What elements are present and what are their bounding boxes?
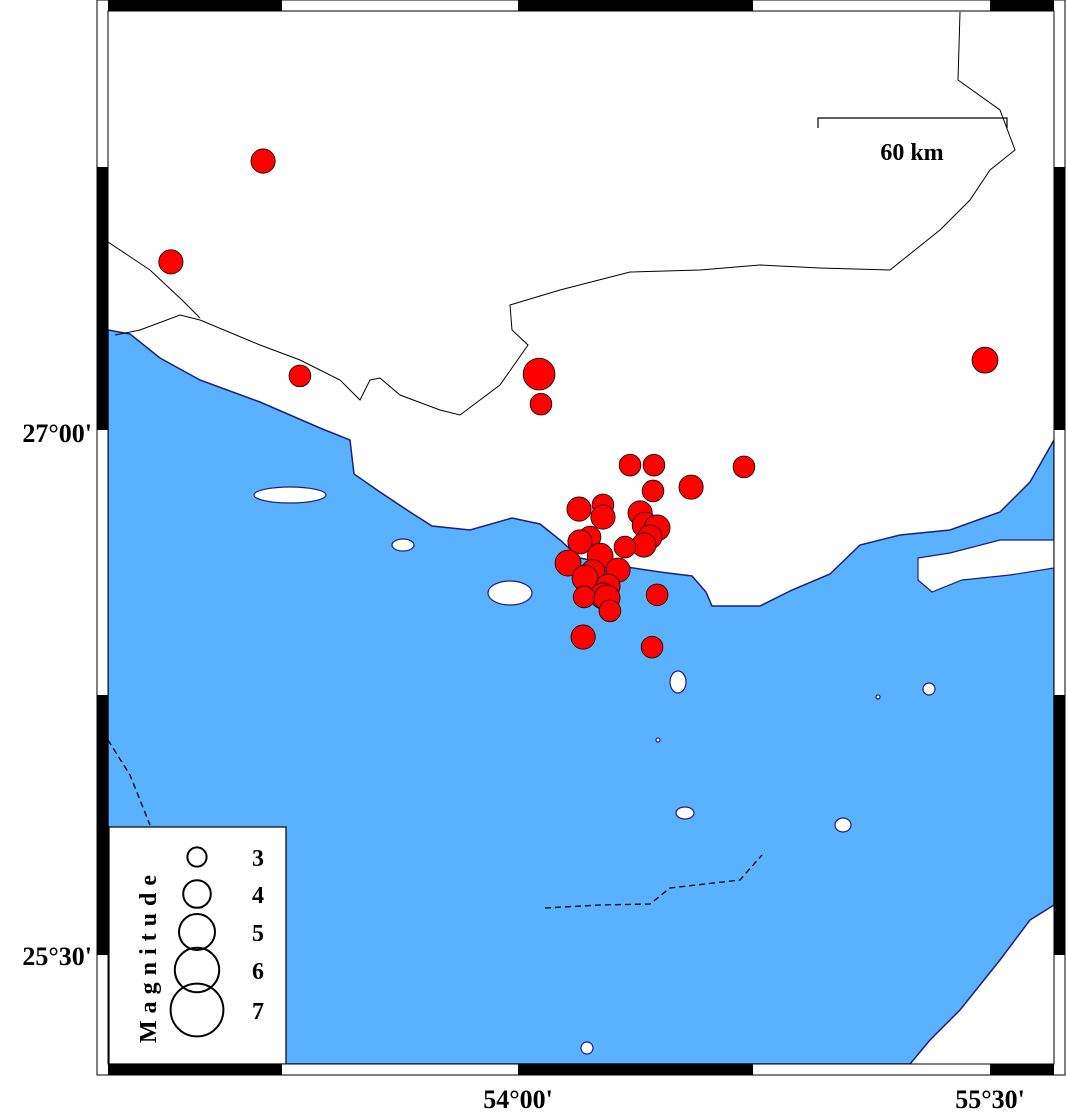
border-line bbox=[114, 11, 1016, 416]
earthquake-event bbox=[529, 392, 553, 416]
longitude-label: 55°30' bbox=[955, 1085, 1025, 1112]
border-line bbox=[108, 241, 201, 319]
earthquake-event bbox=[642, 453, 666, 477]
latitude-label: 25°30' bbox=[22, 942, 92, 971]
island bbox=[922, 682, 936, 696]
scale-bar: 60 km bbox=[817, 117, 1008, 166]
earthquake-event bbox=[522, 357, 556, 391]
earthquake-event bbox=[590, 504, 616, 530]
earthquake-event bbox=[567, 529, 593, 555]
map-frame bbox=[96, 0, 1066, 1076]
earthquake-events bbox=[158, 148, 999, 659]
frame-tick bbox=[990, 0, 1054, 11]
legend-symbol bbox=[178, 913, 216, 951]
earthquake-event bbox=[645, 583, 669, 607]
earthquake-event bbox=[158, 249, 184, 275]
earthquake-event bbox=[288, 364, 312, 388]
earthquake-event bbox=[570, 624, 596, 650]
legend-label: 3 bbox=[252, 846, 264, 872]
earthquake-event bbox=[566, 496, 592, 522]
earthquake-event bbox=[554, 549, 582, 577]
legend-title: Magnitude bbox=[136, 868, 162, 1043]
latitude-label: 27°00' bbox=[22, 419, 92, 448]
frame-tick bbox=[990, 1064, 1054, 1075]
island bbox=[580, 1041, 594, 1055]
frame-tick bbox=[518, 1064, 753, 1075]
legend-label: 4 bbox=[252, 883, 264, 909]
sea bbox=[108, 329, 1054, 1064]
island bbox=[875, 694, 881, 700]
earthquake-event bbox=[640, 635, 664, 659]
frame-tick bbox=[1054, 167, 1065, 430]
island bbox=[253, 486, 327, 504]
island bbox=[391, 538, 415, 552]
earthquake-event bbox=[641, 479, 665, 503]
frame-tick bbox=[108, 1064, 282, 1075]
frame-tick bbox=[97, 695, 108, 955]
islands bbox=[253, 486, 936, 1055]
island bbox=[675, 806, 695, 820]
earthquake-event bbox=[572, 585, 596, 609]
scale-bar-line bbox=[817, 117, 1008, 128]
legend-symbol bbox=[186, 846, 208, 868]
earthquake-event bbox=[971, 346, 999, 374]
island bbox=[655, 737, 661, 743]
legend-label: 7 bbox=[252, 999, 264, 1025]
legend-symbol bbox=[169, 982, 225, 1038]
frame-tick bbox=[518, 0, 753, 11]
scale-bar-label: 60 km bbox=[880, 140, 943, 166]
frame-tick bbox=[1054, 695, 1065, 955]
earthquake-event bbox=[732, 455, 756, 479]
earthquake-event bbox=[598, 599, 622, 623]
earthquake-event bbox=[678, 474, 704, 500]
legend-label: 5 bbox=[252, 921, 264, 947]
longitude-label: 54°00' bbox=[483, 1085, 553, 1112]
maritime-boundary bbox=[544, 854, 763, 909]
maritime-boundary bbox=[108, 739, 151, 826]
earthquake-event bbox=[613, 535, 637, 559]
legend-label: 6 bbox=[252, 959, 264, 985]
frame-tick bbox=[108, 0, 282, 11]
island bbox=[487, 580, 533, 606]
island-large-east bbox=[917, 539, 1054, 593]
earthquake-event bbox=[250, 148, 276, 174]
legend: Magnitude 3 4 5 6 7 bbox=[108, 826, 287, 1064]
legend-symbol bbox=[173, 946, 221, 994]
frame-tick bbox=[97, 167, 108, 430]
island bbox=[834, 817, 852, 833]
legend-symbol bbox=[182, 879, 212, 909]
earthquake-event bbox=[618, 453, 642, 477]
island bbox=[669, 670, 687, 694]
